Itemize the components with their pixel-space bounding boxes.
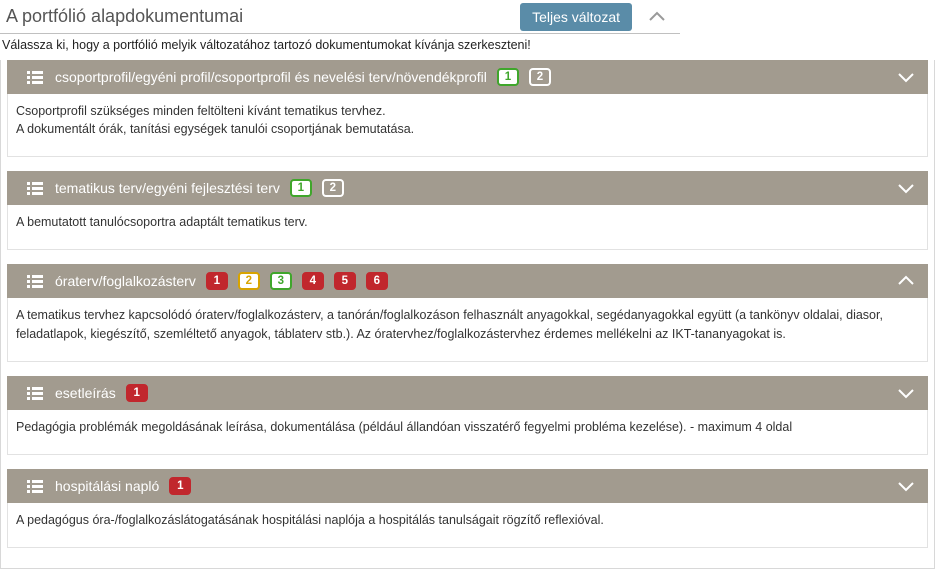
list-icon bbox=[27, 181, 43, 195]
section-body-line: Csoportprofil szükséges minden feltölten… bbox=[16, 102, 919, 120]
sections-container: csoportprofil/egyéni profil/csoportprofi… bbox=[0, 60, 935, 569]
badge[interactable]: 5 bbox=[334, 272, 356, 290]
section-body: A tematikus tervhez kapcsolódó óraterv/f… bbox=[7, 298, 928, 361]
badge-group: 1 bbox=[169, 477, 191, 495]
full-version-button[interactable]: Teljes változat bbox=[520, 3, 632, 31]
section-body: A pedagógus óra-/foglalkozáslátogatásána… bbox=[7, 503, 928, 548]
list-icon bbox=[27, 70, 43, 84]
badge[interactable]: 1 bbox=[290, 179, 312, 197]
section-title: tematikus terv/egyéni fejlesztési terv bbox=[55, 180, 280, 196]
section-header[interactable]: óraterv/foglalkozásterv 123456 bbox=[7, 264, 928, 298]
section-body: A bemutatott tanulócsoportra adaptált te… bbox=[7, 205, 928, 250]
chevron-down-icon[interactable] bbox=[894, 474, 918, 498]
chevron-up-icon bbox=[647, 11, 667, 23]
section-body: Pedagógia problémák megoldásának leírása… bbox=[7, 410, 928, 455]
section-body: Csoportprofil szükséges minden feltölten… bbox=[7, 94, 928, 157]
section-title: hospitálási napló bbox=[55, 478, 159, 494]
title-bar: A portfólió alapdokumentumai Teljes vált… bbox=[0, 0, 680, 34]
page-title: A portfólió alapdokumentumai bbox=[0, 6, 520, 27]
section-body-line: Pedagógia problémák megoldásának leírása… bbox=[16, 418, 919, 436]
badge[interactable]: 2 bbox=[238, 272, 260, 290]
badge-group: 1 bbox=[126, 384, 148, 402]
badge[interactable]: 6 bbox=[366, 272, 388, 290]
section: esetleírás 1 Pedagógia problémák megoldásá… bbox=[7, 376, 928, 455]
badge[interactable]: 2 bbox=[322, 179, 344, 197]
section-body-line: A dokumentált órák, tanítási egységek ta… bbox=[16, 120, 919, 138]
list-icon bbox=[27, 386, 43, 400]
badge[interactable]: 2 bbox=[529, 68, 551, 86]
list-icon bbox=[27, 479, 43, 493]
instruction-text: Válassza ki, hogy a portfólió melyik vál… bbox=[0, 34, 935, 60]
chevron-down-icon[interactable] bbox=[894, 381, 918, 405]
section-body-line: A bemutatott tanulócsoportra adaptált te… bbox=[16, 213, 919, 231]
section: tematikus terv/egyéni fejlesztési terv 12… bbox=[7, 171, 928, 250]
section-body-line: A tematikus tervhez kapcsolódó óraterv/f… bbox=[16, 306, 919, 342]
chevron-down-icon[interactable] bbox=[894, 65, 918, 89]
section: csoportprofil/egyéni profil/csoportprofi… bbox=[7, 60, 928, 157]
badge-group: 12 bbox=[290, 179, 344, 197]
badge[interactable]: 1 bbox=[169, 477, 191, 495]
section-title: óraterv/foglalkozásterv bbox=[55, 273, 196, 289]
section-header[interactable]: csoportprofil/egyéni profil/csoportprofi… bbox=[7, 60, 928, 94]
section: hospitálási napló 1 A pedagógus óra-/fogla… bbox=[7, 469, 928, 548]
list-icon bbox=[27, 274, 43, 288]
chevron-up-icon[interactable] bbox=[894, 269, 918, 293]
badge[interactable]: 3 bbox=[270, 272, 292, 290]
section-title: esetleírás bbox=[55, 385, 116, 401]
badge-group: 123456 bbox=[206, 272, 388, 290]
section-header[interactable]: tematikus terv/egyéni fejlesztési terv 12 bbox=[7, 171, 928, 205]
section-header[interactable]: esetleírás 1 bbox=[7, 376, 928, 410]
chevron-down-icon[interactable] bbox=[894, 176, 918, 200]
badge-group: 12 bbox=[497, 68, 551, 86]
section: óraterv/foglalkozásterv 123456 A tematikus… bbox=[7, 264, 928, 361]
badge[interactable]: 1 bbox=[497, 68, 519, 86]
badge[interactable]: 1 bbox=[126, 384, 148, 402]
collapse-toggle[interactable] bbox=[640, 3, 674, 31]
section-header[interactable]: hospitálási napló 1 bbox=[7, 469, 928, 503]
section-body-line: A pedagógus óra-/foglalkozáslátogatásána… bbox=[16, 511, 919, 529]
badge[interactable]: 4 bbox=[302, 272, 324, 290]
badge[interactable]: 1 bbox=[206, 272, 228, 290]
section-title: csoportprofil/egyéni profil/csoportprofi… bbox=[55, 69, 487, 85]
